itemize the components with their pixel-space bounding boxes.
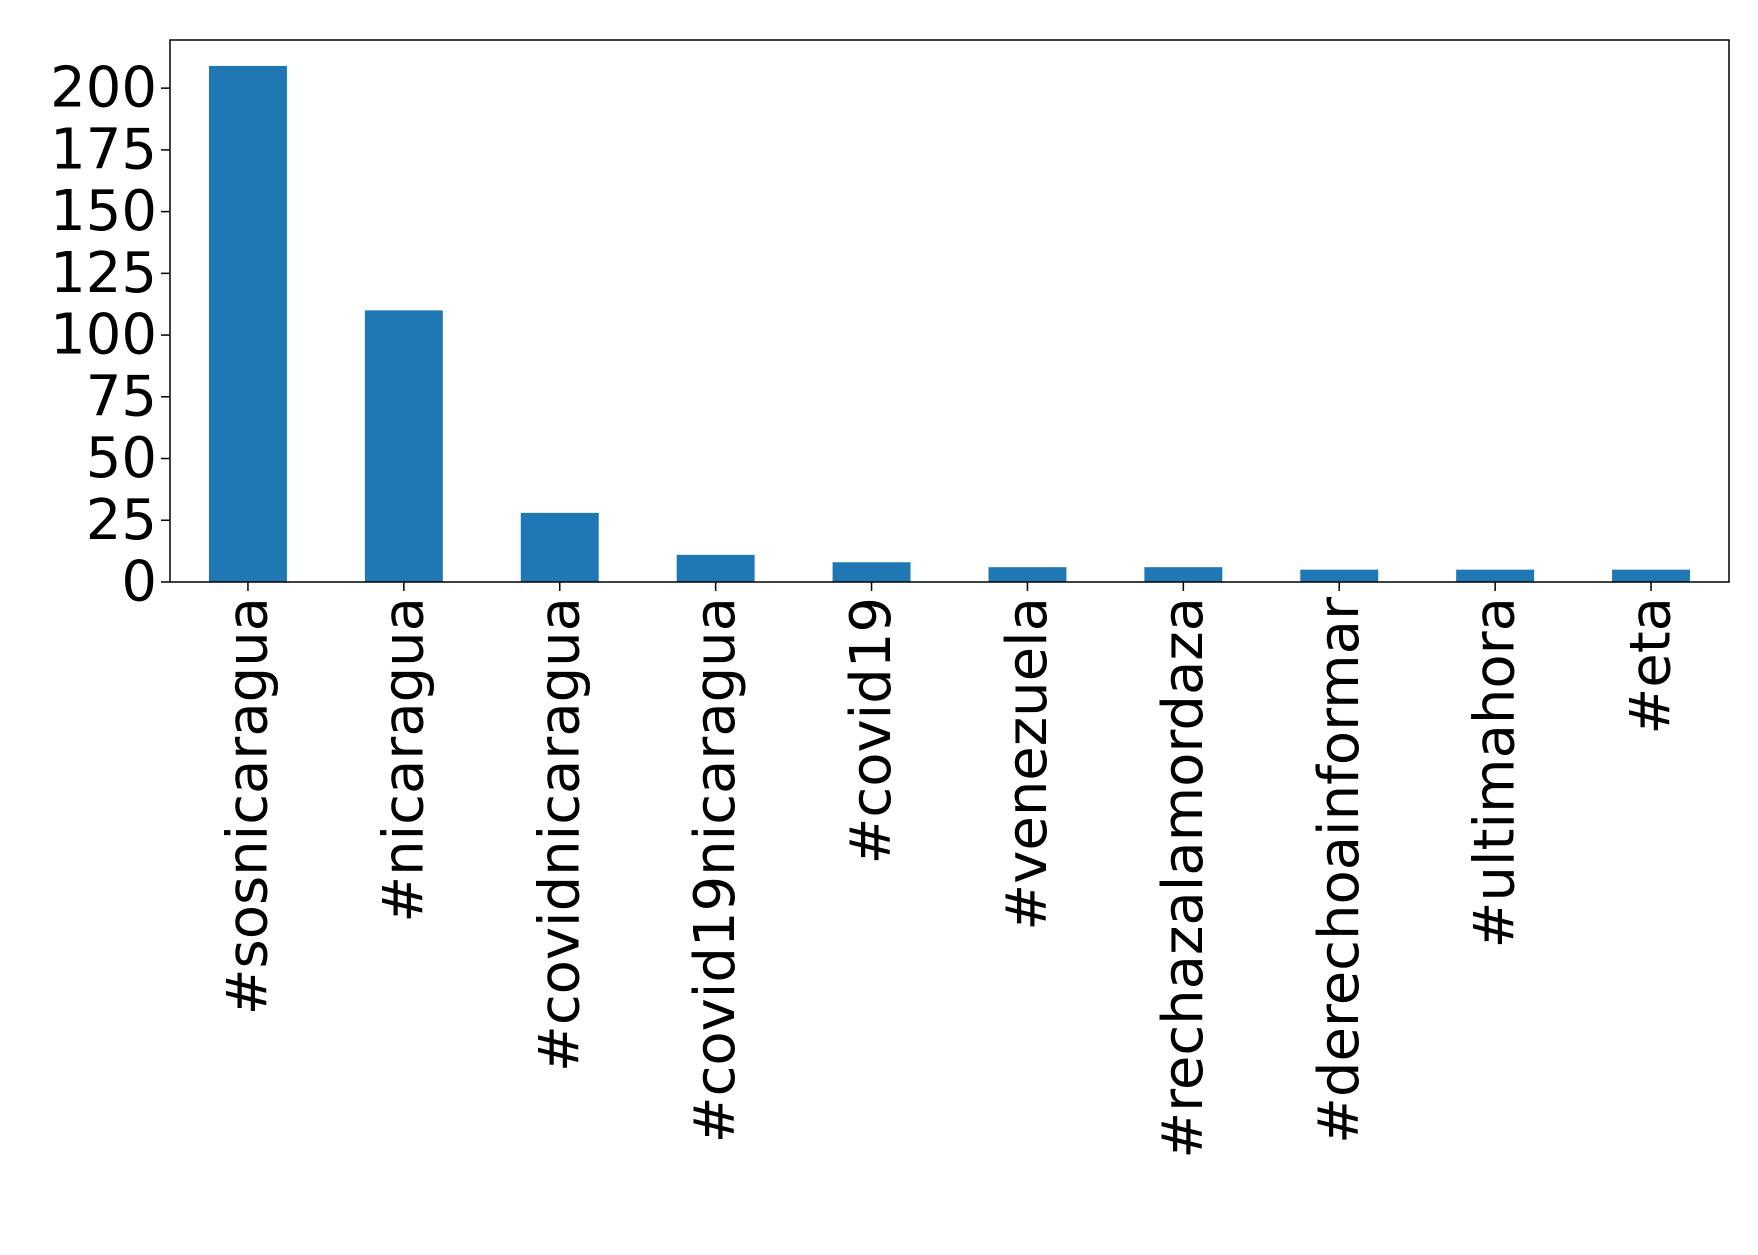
- bar-nicaragua: [364, 310, 443, 582]
- y-tick-label: 125: [50, 241, 157, 306]
- y-tick-label: 200: [50, 56, 157, 121]
- y-tick-label: 50: [86, 426, 157, 491]
- x-tick-label: #covidnicaragua: [527, 597, 592, 1072]
- bar-venezuela: [988, 567, 1067, 582]
- x-tick-label: #eta: [1619, 597, 1684, 735]
- y-tick-label: 0: [121, 550, 157, 615]
- x-tick-label: #venezuela: [995, 597, 1060, 931]
- x-tick-label: #nicaragua: [371, 597, 436, 923]
- x-tick-label: #covid19nicaragua: [683, 597, 748, 1143]
- bar-sosnicaragua: [208, 65, 287, 582]
- bar-covid19: [832, 562, 911, 582]
- x-tick-label: #sosnicaragua: [215, 597, 280, 1015]
- x-tick-label: #rechazalamordaza: [1151, 597, 1216, 1159]
- x-tick-label: #covid19: [839, 597, 904, 864]
- y-tick-label: 175: [50, 117, 157, 182]
- y-tick-label: 150: [50, 179, 157, 244]
- bar-eta: [1612, 569, 1691, 582]
- x-axis: #sosnicaragua #nicaragua #covidnicaragua #c…: [215, 582, 1684, 1159]
- y-tick-label: 100: [50, 303, 157, 368]
- plot-frame: [169, 39, 1730, 583]
- bar-rechazalamordaza: [1144, 567, 1223, 582]
- y-tick-label: 25: [86, 488, 157, 553]
- bars-group: [208, 65, 1691, 582]
- bar-covid19nicaragua: [676, 554, 755, 582]
- x-tick-label: #ultimahora: [1463, 597, 1528, 948]
- bar-derechoainformar: [1300, 569, 1379, 582]
- bar-covidnicaragua: [520, 512, 599, 582]
- y-tick-label: 75: [86, 364, 157, 429]
- x-tick-label: #derechoainformar: [1307, 596, 1372, 1144]
- bar-ultimahora: [1456, 569, 1535, 582]
